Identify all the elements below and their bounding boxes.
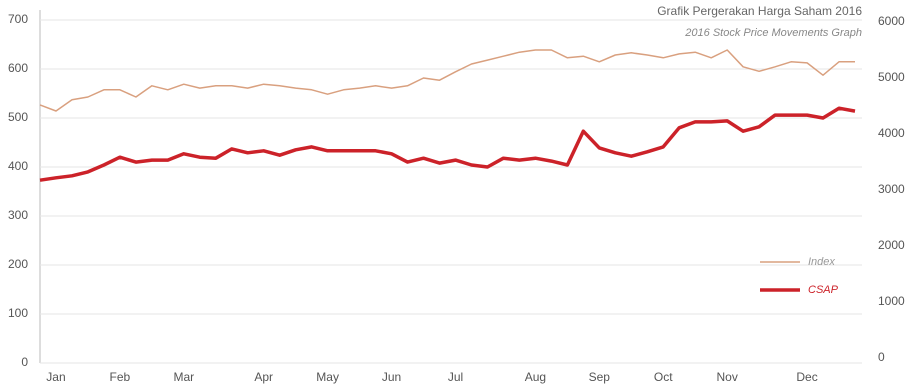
legend-label: CSAP <box>808 284 839 296</box>
series-line <box>39 49 855 112</box>
x-tick-label: Aug <box>525 370 546 384</box>
x-tick-label: Sep <box>589 370 611 384</box>
y-tick-label: 400 <box>8 159 28 173</box>
y-tick-label: 600 <box>8 61 28 75</box>
x-tick-label: Jul <box>448 370 463 384</box>
chart-subtitle: 2016 Stock Price Movements Graph <box>684 27 862 39</box>
x-tick-label: Nov <box>716 370 737 384</box>
x-tick-label: Jun <box>382 370 401 384</box>
y-tick-label: 0 <box>21 355 28 369</box>
y-tick-label: 300 <box>8 208 28 222</box>
y2-tick-label: 2000 <box>878 238 905 252</box>
legend-label: Index <box>808 256 835 268</box>
y2-tick-label: 3000 <box>878 182 905 196</box>
series-line <box>39 106 856 182</box>
x-tick-label: Oct <box>654 370 673 384</box>
y2-tick-label: 1000 <box>878 294 905 308</box>
y2-tick-label: 6000 <box>878 14 905 28</box>
chart-title: Grafik Pergerakan Harga Saham 2016 <box>657 4 862 18</box>
x-tick-label: Dec <box>796 370 817 384</box>
y-tick-label: 200 <box>8 257 28 271</box>
y2-tick-label: 5000 <box>878 70 905 84</box>
x-tick-label: May <box>316 370 339 384</box>
y-tick-label: 700 <box>8 12 28 26</box>
x-tick-label: Feb <box>110 370 131 384</box>
y2-tick-label: 0 <box>878 350 885 364</box>
y2-tick-label: 4000 <box>878 126 905 140</box>
y-tick-label: 500 <box>8 110 28 124</box>
y-tick-label: 100 <box>8 306 28 320</box>
x-tick-label: Mar <box>173 370 194 384</box>
x-tick-label: Apr <box>254 370 273 384</box>
x-tick-label: Jan <box>46 370 65 384</box>
